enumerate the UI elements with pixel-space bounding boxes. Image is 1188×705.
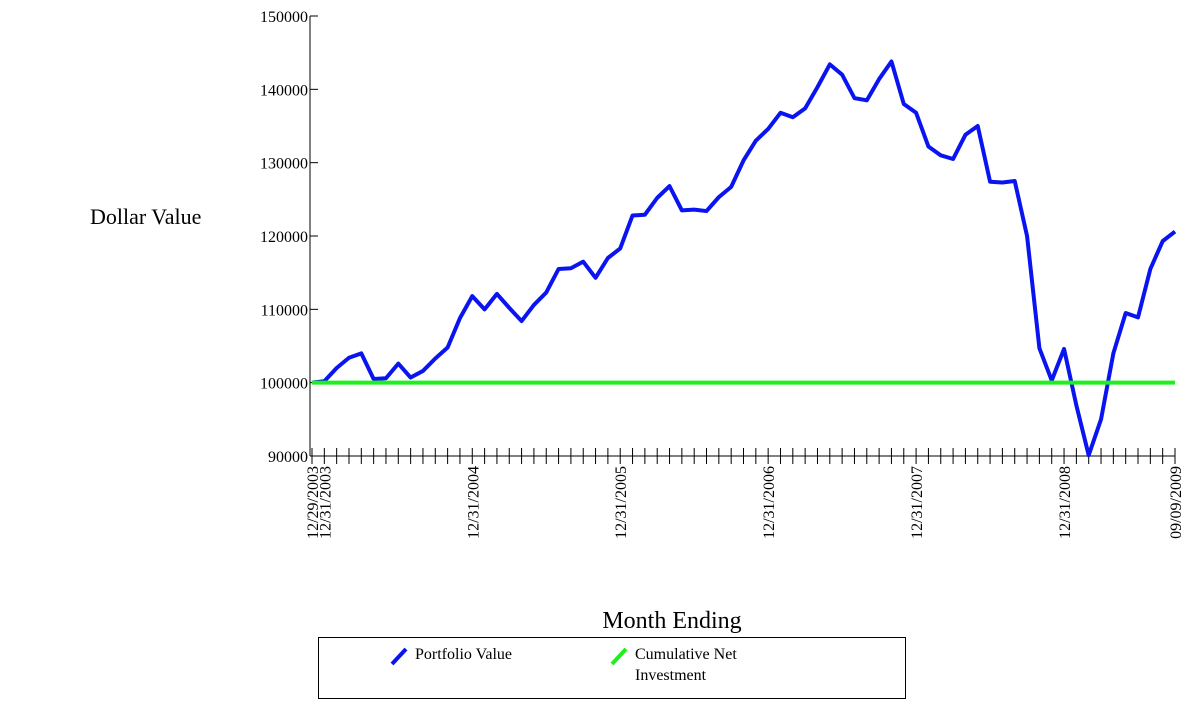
legend-icon [610, 647, 628, 666]
x-tick-label: 12/31/2004 [465, 466, 482, 539]
legend-entry: Portfolio Value [389, 646, 555, 666]
legend-label: Cumulative Net Investment [635, 646, 737, 684]
x-tick-label: 12/31/2005 [613, 466, 630, 539]
x-axis-label: Month Ending [602, 608, 741, 634]
legend: Portfolio Value Cumulative Net Investment [318, 637, 906, 699]
y-axis-label: Dollar Value [90, 204, 201, 229]
y-tick-label: 130000 [260, 156, 308, 173]
x-tick-label: 12/31/2008 [1057, 466, 1074, 539]
x-tick-label: 12/31/2007 [909, 466, 926, 539]
series-line [311, 59, 1177, 458]
legend-swatch [390, 647, 408, 666]
y-tick-label: 150000 [260, 9, 308, 26]
legend-swatch [610, 647, 628, 666]
x-tick-label: 12/29/2003 [305, 466, 322, 539]
y-tick-label: 90000 [268, 449, 308, 466]
y-tick-label: 100000 [260, 376, 308, 393]
x-tick-label: 09/09/2009 [1168, 466, 1185, 539]
legend-label: Portfolio Value [415, 646, 513, 663]
x-tick-label: 12/31/2003 [317, 466, 334, 539]
y-tick-label: 120000 [260, 229, 308, 246]
legend-icon [390, 647, 408, 666]
x-tick-label: 12/31/2006 [761, 466, 778, 539]
legend-entry: Cumulative Net Investment [609, 646, 775, 686]
y-tick-label: 140000 [260, 82, 308, 99]
y-tick-label: 110000 [261, 302, 308, 319]
